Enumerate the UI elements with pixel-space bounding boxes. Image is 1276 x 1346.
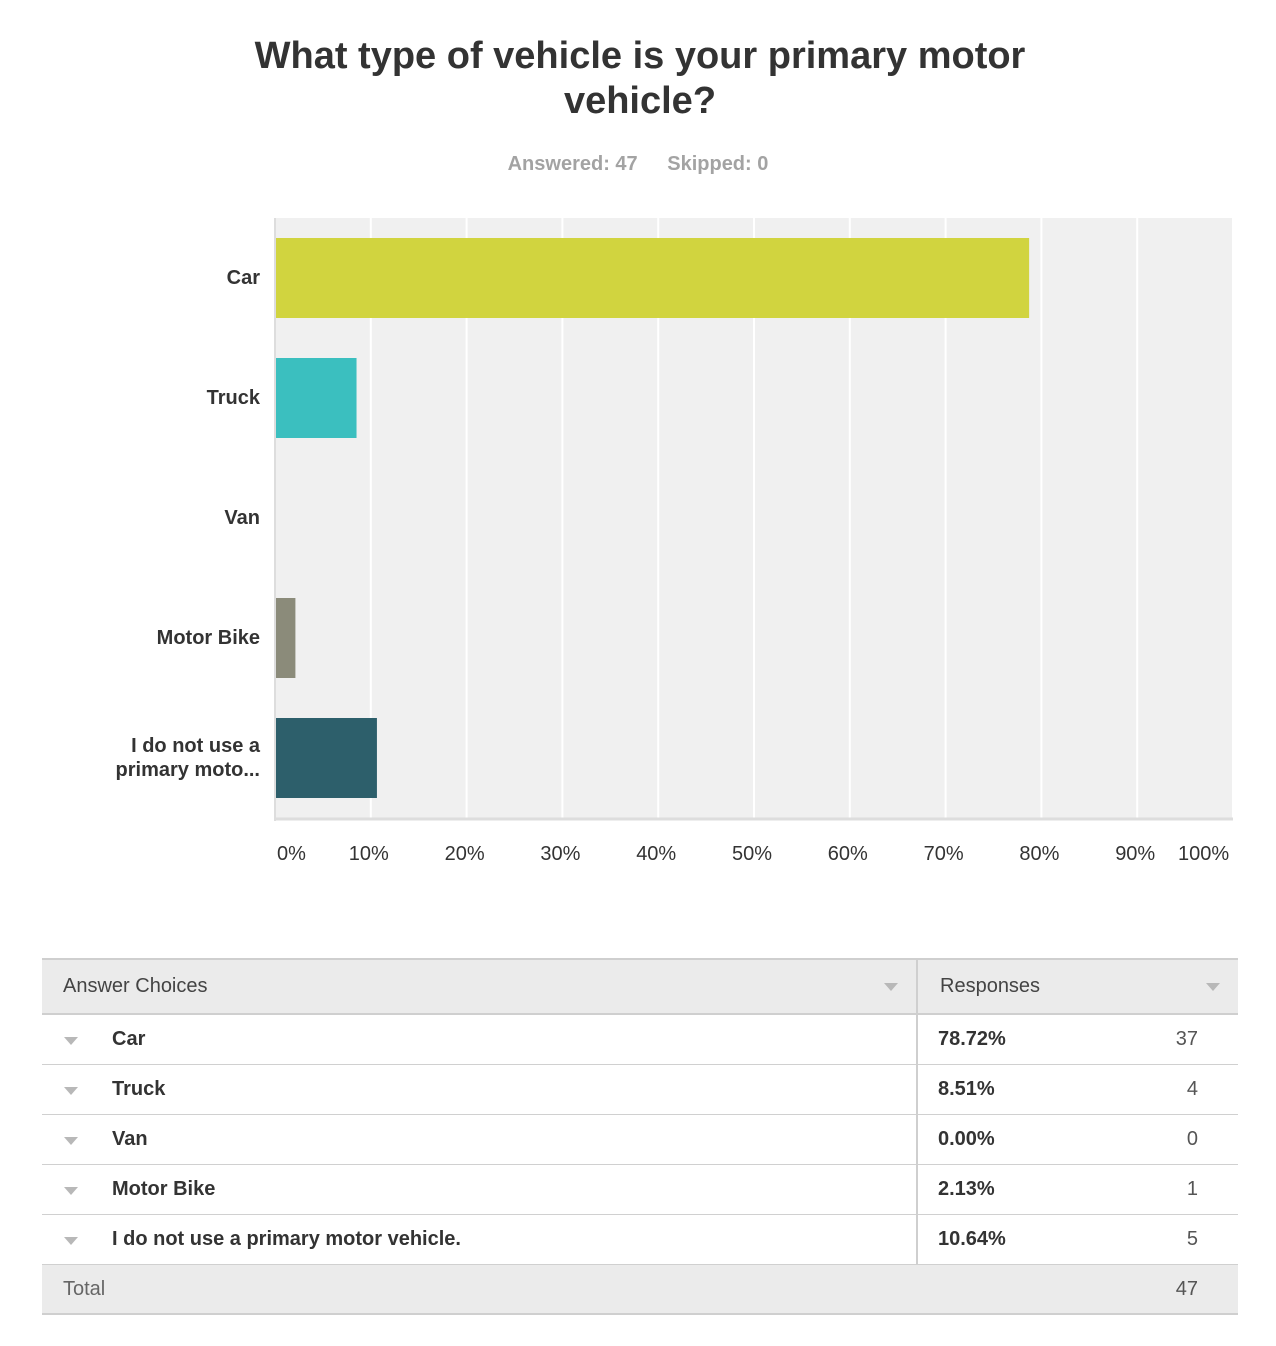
- table-body: Car 78.72% 37 Truck 8.51% 4 Van 0.00% 0 Motor Bik…: [42, 1015, 1238, 1265]
- response-count: 0: [1186, 1128, 1198, 1150]
- category-label: Motor Bike: [156, 627, 260, 649]
- sort-caret-icon[interactable]: [1206, 983, 1220, 991]
- expand-caret-icon[interactable]: [64, 1037, 78, 1045]
- response-percent: 8.51%: [938, 1078, 995, 1100]
- total-label: Total: [63, 1277, 106, 1300]
- total-count: 47: [1175, 1277, 1198, 1300]
- answer-choice-cell: Van: [42, 1115, 918, 1164]
- answer-choice-label: I do not use a primary motor vehicle.: [112, 1228, 461, 1250]
- bar-chart: [274, 218, 1234, 821]
- category-label: Truck: [206, 387, 260, 409]
- chart-title-line-2: vehicle?: [563, 80, 717, 122]
- table-row: Van 0.00% 0: [42, 1115, 1238, 1165]
- answer-choice-label: Car: [112, 1028, 146, 1050]
- x-tick-label: 100%: [1178, 843, 1230, 865]
- category-label: Van: [224, 507, 260, 529]
- responses-header-label: Responses: [940, 975, 1041, 997]
- x-tick-label: 40%: [636, 843, 677, 865]
- expand-caret-icon[interactable]: [64, 1137, 78, 1145]
- response-count: 1: [1186, 1178, 1198, 1200]
- table-row: I do not use a primary motor vehicle. 10.…: [42, 1215, 1238, 1265]
- x-tick-label: 70%: [923, 843, 964, 865]
- response-summary: Answered: 47 Skipped: 0: [0, 153, 1276, 176]
- table-total-row: Total 47: [42, 1265, 1238, 1313]
- chart-title-line-1: What type of vehicle is your primary mot…: [254, 35, 1026, 77]
- x-tick-label: 30%: [540, 843, 581, 865]
- responses-table: Answer Choices Responses Car 78.72% 37 Truc…: [42, 958, 1238, 1315]
- response-cell: 0.00% 0: [918, 1115, 1238, 1164]
- expand-caret-icon[interactable]: [64, 1187, 78, 1195]
- table-row: Motor Bike 2.13% 1: [42, 1165, 1238, 1215]
- chart-title: What type of vehicle is your primary mot…: [200, 34, 1080, 124]
- total-label-cell: Total: [42, 1265, 916, 1313]
- response-percent: 2.13%: [938, 1178, 995, 1200]
- expand-caret-icon[interactable]: [64, 1237, 78, 1245]
- answer-choices-header[interactable]: Answer Choices: [42, 960, 918, 1013]
- x-tick-label: 60%: [827, 843, 868, 865]
- bar-truck[interactable]: [275, 358, 357, 438]
- x-tick-label: 10%: [348, 843, 389, 865]
- bar-i-do-not-use-a-primary-moto[interactable]: [275, 718, 377, 798]
- total-count-cell: 47: [918, 1265, 1238, 1313]
- x-tick-label: 90%: [1115, 843, 1156, 865]
- answered-count: Answered: 47: [507, 153, 638, 175]
- category-label: I do not use a primary moto...: [115, 735, 260, 781]
- response-cell: 10.64% 5: [918, 1215, 1238, 1264]
- x-tick-label: 50%: [732, 843, 773, 865]
- response-cell: 78.72% 37: [918, 1015, 1238, 1064]
- table-row: Truck 8.51% 4: [42, 1065, 1238, 1115]
- response-count: 4: [1186, 1078, 1198, 1100]
- sort-caret-icon[interactable]: [884, 983, 898, 991]
- response-count: 37: [1175, 1028, 1198, 1050]
- answer-choice-label: Van: [112, 1128, 148, 1150]
- answer-choice-cell: I do not use a primary motor vehicle.: [42, 1215, 918, 1264]
- response-percent: 0.00%: [938, 1128, 995, 1150]
- answer-choice-cell: Motor Bike: [42, 1165, 918, 1214]
- response-percent: 10.64%: [938, 1228, 1006, 1250]
- responses-header[interactable]: Responses: [918, 960, 1238, 1013]
- table-header-row: Answer Choices Responses: [42, 960, 1238, 1015]
- answer-choice-cell: Truck: [42, 1065, 918, 1114]
- bar-car[interactable]: [275, 238, 1030, 318]
- response-cell: 8.51% 4: [918, 1065, 1238, 1114]
- skipped-count: Skipped: 0: [667, 153, 769, 175]
- response-count: 5: [1186, 1228, 1198, 1250]
- expand-caret-icon[interactable]: [64, 1087, 78, 1095]
- x-tick-label: 20%: [444, 843, 485, 865]
- answer-choices-header-label: Answer Choices: [63, 975, 208, 997]
- x-tick-label: 80%: [1019, 843, 1060, 865]
- table-row: Car 78.72% 37: [42, 1015, 1238, 1065]
- response-percent: 78.72%: [938, 1028, 1006, 1050]
- answer-choice-label: Motor Bike: [112, 1178, 216, 1200]
- response-cell: 2.13% 1: [918, 1165, 1238, 1214]
- category-label: Car: [226, 267, 260, 289]
- answer-choice-label: Truck: [112, 1078, 166, 1100]
- x-tick-label: 0%: [277, 843, 306, 865]
- answer-choice-cell: Car: [42, 1015, 918, 1064]
- bar-motor-bike[interactable]: [275, 598, 296, 678]
